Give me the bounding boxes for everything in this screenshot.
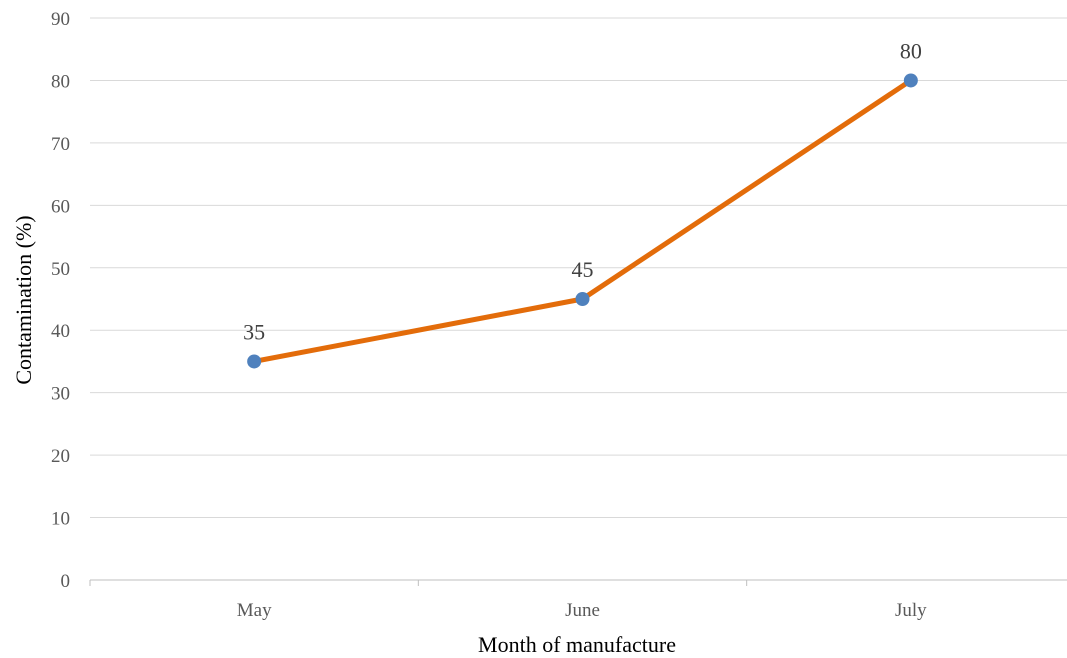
x-axis-title: Month of manufacture <box>478 632 676 657</box>
axes: 0 10 20 30 40 50 60 70 80 90 May June July <box>51 9 1067 621</box>
y-axis-title: Contamination (%) <box>11 215 36 384</box>
y-tick-label: 20 <box>51 446 70 467</box>
y-tick-label: 50 <box>51 259 70 280</box>
data-point <box>247 354 262 369</box>
y-tick-label: 30 <box>51 384 70 405</box>
x-tick-label: May <box>237 600 272 621</box>
y-tick-label: 40 <box>51 321 70 342</box>
data-point <box>903 73 918 88</box>
data-point <box>575 292 590 306</box>
x-tick-label: June <box>565 600 600 621</box>
y-tick-label: 90 <box>51 9 70 30</box>
y-tick-label: 80 <box>51 71 70 92</box>
series-lines <box>251 77 914 364</box>
data-label: 80 <box>900 38 922 63</box>
y-tick-label: 0 <box>61 571 71 592</box>
data-labels: 35 45 80 <box>243 38 922 344</box>
x-tick-label: July <box>895 600 927 621</box>
series-markers <box>247 73 918 369</box>
gridlines <box>90 17 1067 519</box>
y-tick-label: 10 <box>51 509 70 530</box>
data-label: 45 <box>572 257 594 282</box>
y-tick-label: 70 <box>51 134 70 155</box>
series-line <box>251 77 914 364</box>
data-label: 35 <box>243 319 265 344</box>
y-tick-label: 60 <box>51 196 70 217</box>
